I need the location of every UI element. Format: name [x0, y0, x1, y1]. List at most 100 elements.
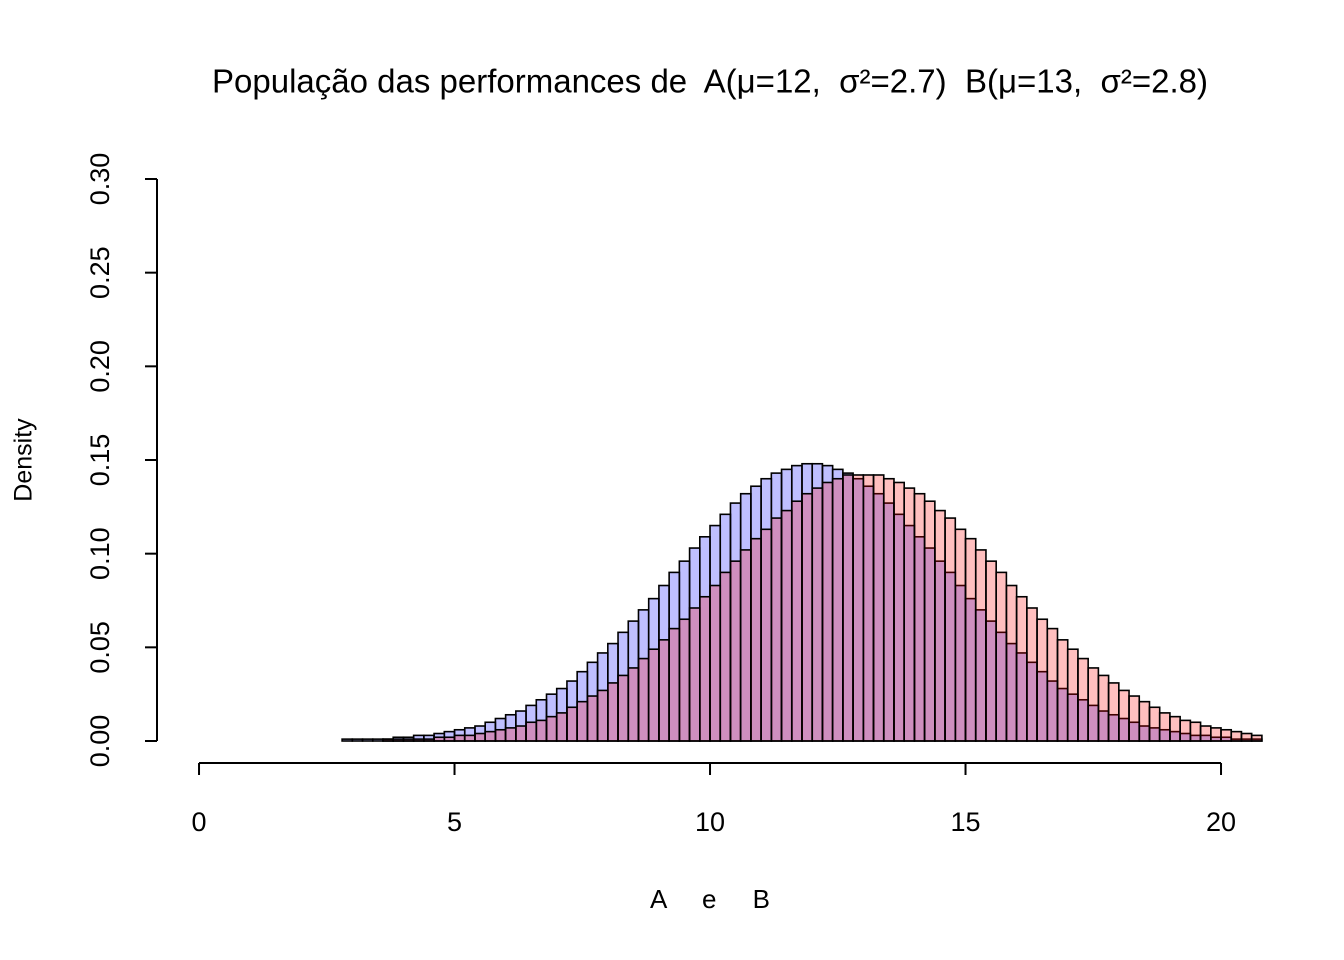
histogram-bar — [504, 727, 517, 742]
histogram-bar — [647, 648, 660, 742]
histogram-bar — [1097, 674, 1110, 742]
histogram-bar — [1128, 695, 1141, 742]
histogram-bar — [1056, 639, 1069, 742]
histogram-bar — [607, 682, 619, 742]
histogram-bar — [515, 725, 527, 742]
histogram-bar — [995, 571, 1008, 742]
x-axis-label: A e B — [650, 884, 770, 914]
histogram-bar — [1220, 728, 1233, 742]
histogram-bar — [801, 492, 814, 742]
histogram-bar — [790, 500, 803, 742]
histogram-bar — [1210, 727, 1222, 742]
histogram-bar — [1169, 715, 1181, 742]
histogram-bar — [913, 492, 926, 742]
histogram-bar — [688, 607, 701, 742]
histogram-bar — [637, 657, 650, 742]
histogram-bar — [739, 549, 752, 742]
y-tick-label: 0.10 — [85, 527, 115, 580]
x-tick-label: 10 — [695, 807, 725, 837]
histogram-bar — [484, 730, 497, 742]
histogram-bar — [842, 474, 854, 742]
histogram-bar — [954, 528, 967, 742]
histogram-bar — [341, 738, 354, 742]
histogram-bar — [453, 734, 466, 742]
histogram-bar — [412, 738, 425, 742]
histogram-bar — [1036, 618, 1049, 742]
histogram-bar — [535, 719, 548, 742]
histogram-bar — [1107, 682, 1120, 742]
y-axis-label: Density — [10, 418, 38, 502]
histogram-bar — [668, 627, 681, 742]
histogram-bar — [371, 738, 384, 742]
histogram-bar — [770, 517, 783, 742]
histogram-bar — [719, 571, 732, 742]
histogram-bar — [709, 584, 722, 742]
x-tick-label: 5 — [447, 807, 462, 837]
histogram-bar — [831, 477, 844, 742]
histogram-bar — [821, 481, 834, 742]
histogram-bar — [1179, 719, 1192, 742]
histogram-bar — [586, 695, 599, 742]
histogram-bar — [1015, 595, 1028, 742]
histogram-bar — [392, 738, 405, 742]
histogram-bar — [903, 487, 916, 742]
histogram-bar — [555, 712, 568, 742]
histogram-bar — [474, 732, 486, 742]
histogram-bar — [351, 738, 364, 742]
x-tick-label: 15 — [950, 807, 980, 837]
histogram-bar — [566, 706, 578, 742]
histogram-bar — [1026, 607, 1038, 742]
histogram-bar — [974, 549, 987, 742]
y-tick-label: 0.00 — [85, 715, 115, 768]
histogram-bar — [1005, 584, 1018, 742]
histogram-bar — [1077, 657, 1089, 742]
x-tick-label: 20 — [1206, 807, 1236, 837]
histogram-bar — [443, 736, 456, 742]
histogram-bar — [658, 639, 670, 742]
histogram-bar — [382, 738, 395, 742]
x-tick-label: 0 — [192, 807, 207, 837]
histogram-bar — [882, 477, 895, 742]
histogram-bar — [750, 537, 762, 742]
histogram-bar — [1148, 706, 1161, 742]
histogram-bar — [811, 487, 824, 742]
histogram-bar — [423, 738, 435, 742]
histogram-bar — [402, 738, 415, 742]
histogram-bar — [964, 537, 977, 742]
y-tick-label: 0.25 — [85, 246, 115, 299]
histogram-bar — [1230, 730, 1243, 742]
histogram-bar — [780, 509, 793, 742]
histogram-bar — [1087, 667, 1100, 742]
histogram-bar — [934, 509, 946, 742]
histogram-bar — [1158, 712, 1171, 742]
histogram-bar — [1118, 689, 1130, 742]
histogram-bar — [985, 560, 997, 742]
histogram-bar — [698, 595, 711, 742]
histogram-bar — [760, 528, 773, 742]
histogram-bar — [361, 738, 374, 742]
histogram-bar — [1189, 721, 1202, 742]
histogram-bar — [923, 500, 936, 742]
chart-title: População das performances de A(μ=12, σ²… — [212, 63, 1208, 100]
histogram-bar — [576, 700, 589, 742]
histogram-bar — [596, 689, 609, 742]
histogram-bar — [1066, 648, 1079, 742]
histogram-bar — [525, 721, 538, 742]
histogram-bar — [872, 474, 885, 742]
histogram-bar — [852, 474, 865, 742]
histogram-bar — [1199, 725, 1212, 742]
histogram-bar — [1138, 700, 1151, 742]
histogram-bar — [494, 728, 507, 742]
histogram-bar — [545, 715, 558, 742]
histogram-bar — [627, 667, 640, 742]
y-tick-label: 0.20 — [85, 340, 115, 393]
histogram-bar — [944, 517, 957, 742]
y-tick-label: 0.15 — [85, 434, 115, 487]
histogram-bar — [862, 474, 875, 742]
histogram-bar — [433, 736, 446, 742]
histogram-bar — [463, 734, 476, 742]
histogram-bar — [678, 618, 691, 742]
histogram-bar — [1240, 732, 1253, 742]
